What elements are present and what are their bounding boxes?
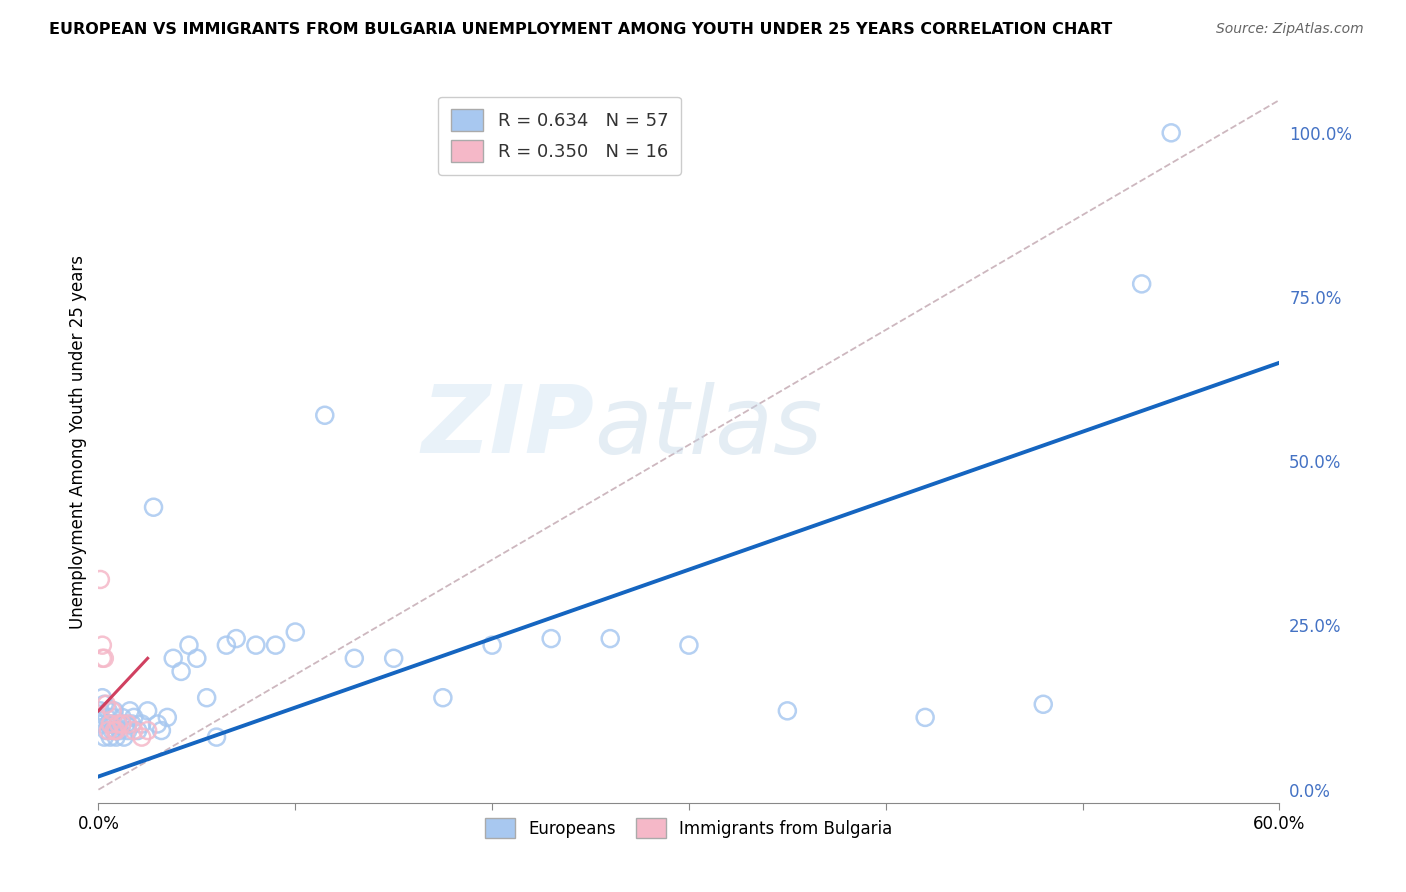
Text: ZIP: ZIP bbox=[422, 381, 595, 473]
Point bbox=[205, 730, 228, 744]
Point bbox=[98, 730, 121, 744]
Point bbox=[914, 710, 936, 724]
Point bbox=[142, 500, 165, 515]
Point bbox=[91, 638, 114, 652]
Point bbox=[97, 704, 120, 718]
Point bbox=[105, 730, 128, 744]
Point bbox=[162, 651, 184, 665]
Point bbox=[343, 651, 366, 665]
Point bbox=[93, 730, 115, 744]
Point bbox=[96, 723, 118, 738]
Point bbox=[225, 632, 247, 646]
Text: atlas: atlas bbox=[595, 382, 823, 473]
Point bbox=[91, 690, 114, 705]
Point bbox=[1160, 126, 1182, 140]
Point bbox=[122, 723, 145, 738]
Legend: Europeans, Immigrants from Bulgaria: Europeans, Immigrants from Bulgaria bbox=[478, 812, 900, 845]
Point bbox=[776, 704, 799, 718]
Point bbox=[599, 632, 621, 646]
Point bbox=[122, 710, 145, 724]
Point bbox=[101, 723, 124, 738]
Point bbox=[105, 723, 128, 738]
Point bbox=[131, 717, 153, 731]
Point bbox=[107, 717, 129, 731]
Point bbox=[215, 638, 238, 652]
Point bbox=[96, 698, 118, 712]
Point bbox=[136, 723, 159, 738]
Point bbox=[89, 573, 111, 587]
Point bbox=[98, 717, 121, 731]
Point bbox=[93, 698, 115, 712]
Point bbox=[284, 625, 307, 640]
Point bbox=[186, 651, 208, 665]
Point bbox=[195, 690, 218, 705]
Point bbox=[93, 651, 115, 665]
Point bbox=[382, 651, 405, 665]
Point bbox=[540, 632, 562, 646]
Point bbox=[89, 704, 111, 718]
Point bbox=[121, 717, 143, 731]
Point bbox=[678, 638, 700, 652]
Point bbox=[314, 409, 336, 423]
Point bbox=[150, 723, 173, 738]
Point bbox=[103, 723, 125, 738]
Point bbox=[112, 730, 135, 744]
Point bbox=[103, 717, 125, 731]
Text: EUROPEAN VS IMMIGRANTS FROM BULGARIA UNEMPLOYMENT AMONG YOUTH UNDER 25 YEARS COR: EUROPEAN VS IMMIGRANTS FROM BULGARIA UNE… bbox=[49, 22, 1112, 37]
Point bbox=[91, 717, 114, 731]
Point bbox=[97, 723, 120, 738]
Point bbox=[146, 717, 169, 731]
Point bbox=[103, 704, 125, 718]
Point bbox=[101, 710, 124, 724]
Point bbox=[101, 704, 124, 718]
Y-axis label: Unemployment Among Youth under 25 years: Unemployment Among Youth under 25 years bbox=[69, 254, 87, 629]
Point bbox=[96, 710, 118, 724]
Point bbox=[108, 723, 131, 738]
Point bbox=[115, 717, 138, 731]
Point bbox=[131, 730, 153, 744]
Point bbox=[481, 638, 503, 652]
Point bbox=[117, 717, 139, 731]
Point bbox=[245, 638, 267, 652]
Point bbox=[432, 690, 454, 705]
Point bbox=[111, 717, 134, 731]
Point bbox=[177, 638, 200, 652]
Point bbox=[1032, 698, 1054, 712]
Point bbox=[118, 704, 141, 718]
Point bbox=[136, 704, 159, 718]
Point bbox=[98, 717, 121, 731]
Point bbox=[107, 717, 129, 731]
Point bbox=[105, 723, 128, 738]
Point bbox=[1130, 277, 1153, 291]
Point bbox=[91, 651, 114, 665]
Point bbox=[264, 638, 287, 652]
Point bbox=[127, 723, 149, 738]
Point bbox=[170, 665, 193, 679]
Point bbox=[111, 710, 134, 724]
Point bbox=[156, 710, 179, 724]
Point bbox=[117, 723, 139, 738]
Text: Source: ZipAtlas.com: Source: ZipAtlas.com bbox=[1216, 22, 1364, 37]
Point bbox=[97, 717, 120, 731]
